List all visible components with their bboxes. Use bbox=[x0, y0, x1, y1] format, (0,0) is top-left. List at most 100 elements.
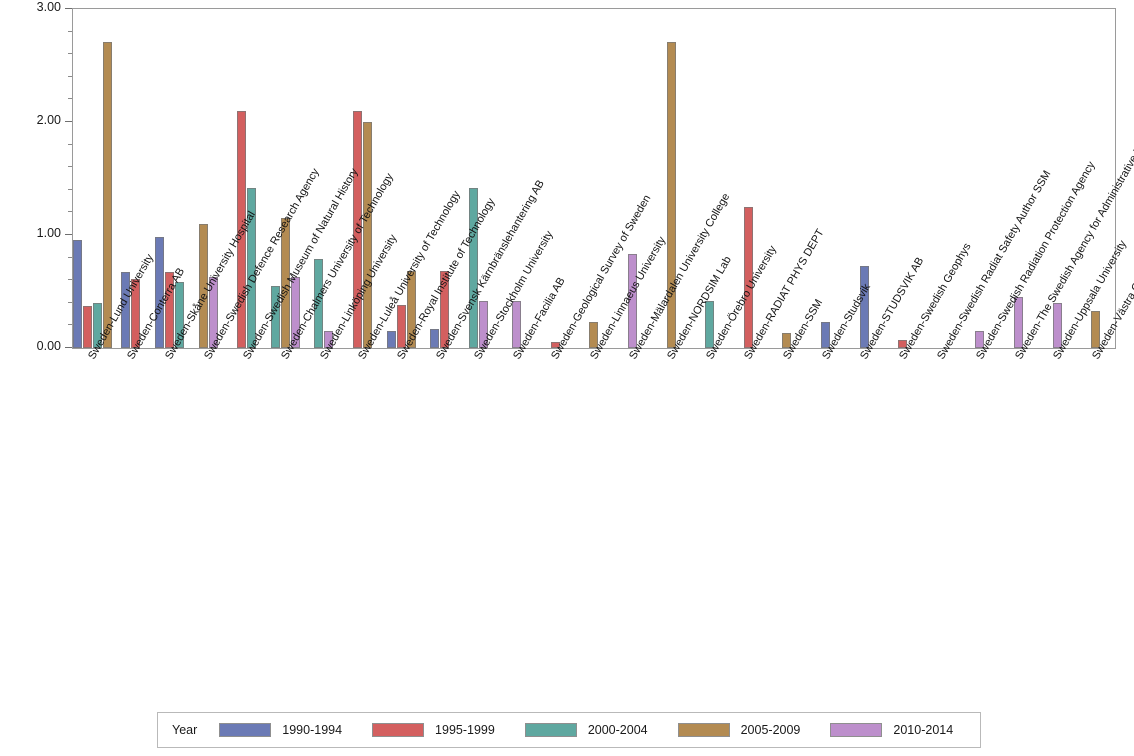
legend-item[interactable]: 1990-1994 bbox=[219, 723, 342, 737]
bar[interactable] bbox=[386, 331, 396, 348]
y-tick-mark bbox=[65, 234, 72, 235]
bar-group bbox=[266, 9, 305, 348]
legend-swatch bbox=[524, 723, 577, 737]
bar[interactable] bbox=[198, 223, 208, 348]
bar[interactable] bbox=[512, 300, 522, 348]
bar-group bbox=[961, 9, 1000, 348]
bar[interactable] bbox=[174, 282, 184, 348]
bar[interactable] bbox=[1014, 297, 1023, 348]
bar-group bbox=[845, 9, 884, 348]
y-minor-tick-mark bbox=[68, 53, 72, 55]
legend-label: 2005-2009 bbox=[740, 723, 801, 737]
bar[interactable] bbox=[743, 206, 753, 348]
legend-swatch bbox=[372, 723, 425, 737]
bar[interactable] bbox=[82, 306, 92, 348]
bar[interactable] bbox=[164, 272, 174, 348]
bar-group bbox=[613, 9, 652, 348]
y-minor-tick-mark bbox=[68, 256, 72, 258]
bar[interactable] bbox=[247, 187, 257, 348]
bar[interactable] bbox=[859, 265, 869, 348]
bar-group bbox=[112, 9, 151, 348]
bar-group bbox=[1038, 9, 1077, 348]
y-tick-label: 0.00 bbox=[36, 339, 61, 353]
bar[interactable] bbox=[406, 271, 416, 348]
bar-group bbox=[883, 9, 922, 348]
y-minor-tick-mark bbox=[68, 301, 72, 303]
bar[interactable] bbox=[628, 254, 638, 348]
bar-group bbox=[729, 9, 768, 348]
bar[interactable] bbox=[975, 331, 985, 348]
bar-group bbox=[536, 9, 575, 348]
bar[interactable] bbox=[290, 276, 300, 348]
bar-group bbox=[227, 9, 266, 348]
y-tick-mark bbox=[65, 347, 72, 348]
bar[interactable] bbox=[280, 218, 290, 348]
bar[interactable] bbox=[550, 342, 560, 348]
bar[interactable] bbox=[898, 340, 908, 348]
legend-item[interactable]: 2010-2014 bbox=[830, 723, 953, 737]
legend-label: 2010-2014 bbox=[893, 723, 954, 737]
legend-item[interactable]: 2000-2004 bbox=[524, 723, 648, 737]
bar-group bbox=[189, 9, 228, 348]
bar[interactable] bbox=[121, 272, 131, 348]
bar[interactable] bbox=[821, 322, 831, 348]
y-minor-tick-mark bbox=[68, 143, 72, 145]
y-minor-tick-mark bbox=[68, 211, 72, 213]
y-tick-label: 3.00 bbox=[36, 0, 61, 14]
legend-title: Year bbox=[172, 723, 198, 737]
y-minor-tick-mark bbox=[68, 188, 72, 190]
bar-group bbox=[806, 9, 845, 348]
bar-group bbox=[498, 9, 537, 348]
bar[interactable] bbox=[1052, 302, 1062, 348]
bar[interactable] bbox=[237, 110, 247, 348]
bar-group bbox=[459, 9, 498, 348]
legend-label: 1995-1999 bbox=[435, 723, 495, 737]
y-minor-tick-mark bbox=[68, 166, 72, 168]
bar[interactable] bbox=[468, 187, 478, 348]
bar[interactable] bbox=[440, 271, 450, 348]
bar[interactable] bbox=[314, 258, 324, 348]
legend-swatch bbox=[830, 723, 883, 737]
bar[interactable] bbox=[1091, 310, 1101, 348]
bar[interactable] bbox=[131, 279, 141, 348]
bar-group bbox=[768, 9, 807, 348]
bar[interactable] bbox=[705, 300, 715, 348]
bar[interactable] bbox=[478, 300, 488, 348]
bar[interactable] bbox=[430, 328, 440, 348]
bar[interactable] bbox=[270, 285, 280, 348]
bar-group bbox=[575, 9, 614, 348]
bar[interactable] bbox=[208, 276, 218, 348]
plot-area bbox=[72, 8, 1116, 349]
x-axis-tick-labels: Sweden-Lund University Sweden-Conterra AB… bbox=[72, 94, 1134, 700]
y-tick-label: 2.00 bbox=[36, 113, 61, 127]
bar-group bbox=[999, 9, 1038, 348]
bar[interactable] bbox=[782, 333, 792, 348]
bar[interactable] bbox=[589, 322, 599, 348]
bar-group bbox=[150, 9, 189, 348]
bar-group bbox=[382, 9, 421, 348]
bar-group bbox=[1076, 9, 1115, 348]
legend-swatch bbox=[219, 723, 272, 737]
bar-group bbox=[420, 9, 459, 348]
y-tick-label: 1.00 bbox=[36, 226, 61, 240]
bar[interactable] bbox=[154, 237, 164, 348]
legend-label: 1990-1994 bbox=[282, 723, 343, 737]
chart-legend: Year 1990-1994 1995-1999 2000-2004 2005-200… bbox=[157, 712, 981, 748]
legend-item[interactable]: 2005-2009 bbox=[677, 723, 801, 737]
bar-group bbox=[690, 9, 729, 348]
y-minor-tick-mark bbox=[68, 324, 72, 326]
bar[interactable] bbox=[362, 122, 372, 348]
bar[interactable] bbox=[72, 239, 82, 348]
bar[interactable] bbox=[324, 331, 334, 348]
bar-group bbox=[343, 9, 382, 348]
legend-item[interactable]: 1995-1999 bbox=[372, 723, 495, 737]
bar[interactable] bbox=[92, 302, 102, 348]
bars-layer bbox=[72, 9, 1115, 348]
bar-group bbox=[305, 9, 344, 348]
y-minor-tick-mark bbox=[68, 30, 72, 32]
bar[interactable] bbox=[102, 41, 112, 348]
bar[interactable] bbox=[396, 305, 406, 348]
legend-swatch bbox=[677, 723, 730, 737]
bar[interactable] bbox=[666, 41, 676, 348]
bar[interactable] bbox=[352, 110, 362, 348]
